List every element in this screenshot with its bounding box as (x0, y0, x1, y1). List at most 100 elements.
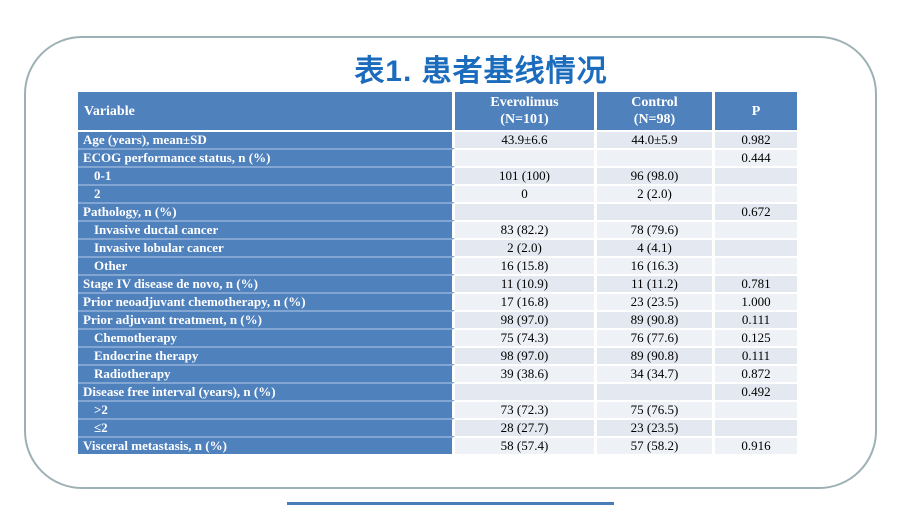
row-label-cell: Age (years), mean±SD (78, 132, 455, 148)
table-row: Radiotherapy 39 (38.6) 34 (34.7) 0.872 (78, 364, 797, 382)
control-value-cell: 89 (90.8) (597, 310, 715, 328)
control-value-cell: 23 (23.5) (597, 292, 715, 310)
p-value-cell (715, 400, 797, 418)
everolimus-value-cell (455, 202, 597, 220)
control-value-cell (597, 148, 715, 166)
baseline-characteristics-table: Variable Everolimus (N=101) Control (N=9… (78, 92, 797, 454)
table-row: ≤2 28 (27.7) 23 (23.5) (78, 418, 797, 436)
slide-title: 表1. 患者基线情况 (354, 55, 608, 88)
everolimus-value-cell: 28 (27.7) (455, 418, 597, 436)
row-label-cell: Disease free interval (years), n (%) (78, 382, 455, 400)
table-row: Prior neoadjuvant chemotherapy, n (%) 17 … (78, 292, 797, 310)
p-value-cell (715, 166, 797, 184)
table-row: Invasive lobular cancer 2 (2.0) 4 (4.1) (78, 238, 797, 256)
everolimus-value-cell: 16 (15.8) (455, 256, 597, 274)
p-value-cell: 0.492 (715, 382, 797, 400)
table-header: Variable Everolimus (N=101) Control (N=9… (78, 92, 797, 132)
control-value-cell: 96 (98.0) (597, 166, 715, 184)
control-value-cell: 2 (2.0) (597, 184, 715, 202)
column-header-control: Control (N=98) (597, 92, 715, 132)
everolimus-value-cell: 75 (74.3) (455, 328, 597, 346)
control-value-cell: 57 (58.2) (597, 436, 715, 454)
row-label-cell: Prior neoadjuvant chemotherapy, n (%) (78, 292, 455, 310)
everolimus-value-cell: 58 (57.4) (455, 436, 597, 454)
p-value-cell: 0.872 (715, 364, 797, 382)
table-row: Age (years), mean±SD 43.9±6.6 44.0±5.9 0.98… (78, 132, 797, 148)
p-value-cell: 0.111 (715, 346, 797, 364)
table-row: Disease free interval (years), n (%) 0.49… (78, 382, 797, 400)
everolimus-value-cell: 83 (82.2) (455, 220, 597, 238)
row-label-cell: Stage IV disease de novo, n (%) (78, 274, 455, 292)
table-row: 0-1 101 (100) 96 (98.0) (78, 166, 797, 184)
p-value-cell (715, 256, 797, 274)
p-value-cell: 0.982 (715, 132, 797, 148)
table-row: Stage IV disease de novo, n (%) 11 (10.9)… (78, 274, 797, 292)
p-value-cell: 1.000 (715, 292, 797, 310)
p-header-label: P (751, 103, 761, 119)
everolimus-value-cell: 73 (72.3) (455, 400, 597, 418)
p-value-cell: 0.781 (715, 274, 797, 292)
table-row: Invasive ductal cancer 83 (82.2) 78 (79.6) (78, 220, 797, 238)
control-value-cell (597, 202, 715, 220)
control-value-cell: 4 (4.1) (597, 238, 715, 256)
table-row: Prior adjuvant treatment, n (%) 98 (97.0)… (78, 310, 797, 328)
control-value-cell: 89 (90.8) (597, 346, 715, 364)
header-row: Variable Everolimus (N=101) Control (N=9… (78, 92, 797, 132)
row-label-cell: Invasive lobular cancer (78, 238, 455, 256)
p-value-cell: 0.444 (715, 148, 797, 166)
control-header-line2: (N=98) (633, 112, 676, 127)
control-value-cell: 16 (16.3) (597, 256, 715, 274)
table-body: Age (years), mean±SD 43.9±6.6 44.0±5.9 0.98… (78, 132, 797, 454)
table-row: Pathology, n (%) 0.672 (78, 202, 797, 220)
p-value-cell (715, 238, 797, 256)
row-label-cell: Invasive ductal cancer (78, 220, 455, 238)
control-value-cell: 44.0±5.9 (597, 132, 715, 148)
p-value-cell (715, 184, 797, 202)
column-header-everolimus: Everolimus (N=101) (455, 92, 597, 132)
everolimus-header-line1: Everolimus (490, 95, 559, 110)
row-label-cell: 2 (78, 184, 455, 202)
p-value-cell (715, 418, 797, 436)
p-value-cell: 0.672 (715, 202, 797, 220)
everolimus-value-cell: 11 (10.9) (455, 274, 597, 292)
row-label-cell: >2 (78, 400, 455, 418)
row-label-cell: Visceral metastasis, n (%) (78, 436, 455, 454)
row-label-cell: Other (78, 256, 455, 274)
everolimus-value-cell: 39 (38.6) (455, 364, 597, 382)
control-value-cell: 11 (11.2) (597, 274, 715, 292)
control-value-cell: 76 (77.6) (597, 328, 715, 346)
p-value-cell: 0.111 (715, 310, 797, 328)
everolimus-value-cell: 17 (16.8) (455, 292, 597, 310)
table-row: >2 73 (72.3) 75 (76.5) (78, 400, 797, 418)
row-label-cell: 0-1 (78, 166, 455, 184)
row-label-cell: Pathology, n (%) (78, 202, 455, 220)
everolimus-value-cell: 101 (100) (455, 166, 597, 184)
column-header-p: P (715, 92, 797, 132)
everolimus-value-cell (455, 382, 597, 400)
p-value-cell (715, 220, 797, 238)
data-table: Variable Everolimus (N=101) Control (N=9… (78, 92, 797, 454)
everolimus-value-cell: 98 (97.0) (455, 346, 597, 364)
p-value-cell: 0.916 (715, 436, 797, 454)
everolimus-value-cell: 98 (97.0) (455, 310, 597, 328)
table-row: Other 16 (15.8) 16 (16.3) (78, 256, 797, 274)
row-label-cell: Radiotherapy (78, 364, 455, 382)
control-header-line1: Control (631, 95, 678, 110)
control-value-cell (597, 382, 715, 400)
column-header-variable: Variable (78, 92, 455, 132)
table-row: Chemotherapy 75 (74.3) 76 (77.6) 0.125 (78, 328, 797, 346)
control-value-cell: 34 (34.7) (597, 364, 715, 382)
everolimus-value-cell: 2 (2.0) (455, 238, 597, 256)
row-label-cell: Prior adjuvant treatment, n (%) (78, 310, 455, 328)
row-label-cell: Endocrine therapy (78, 346, 455, 364)
column-header-variable-label: Variable (84, 103, 135, 119)
table-row: Endocrine therapy 98 (97.0) 89 (90.8) 0.111 (78, 346, 797, 364)
everolimus-value-cell (455, 148, 597, 166)
table-row: ECOG performance status, n (%) 0.444 (78, 148, 797, 166)
row-label-cell: ECOG performance status, n (%) (78, 148, 455, 166)
control-value-cell: 23 (23.5) (597, 418, 715, 436)
row-label-cell: Chemotherapy (78, 328, 455, 346)
everolimus-value-cell: 43.9±6.6 (455, 132, 597, 148)
